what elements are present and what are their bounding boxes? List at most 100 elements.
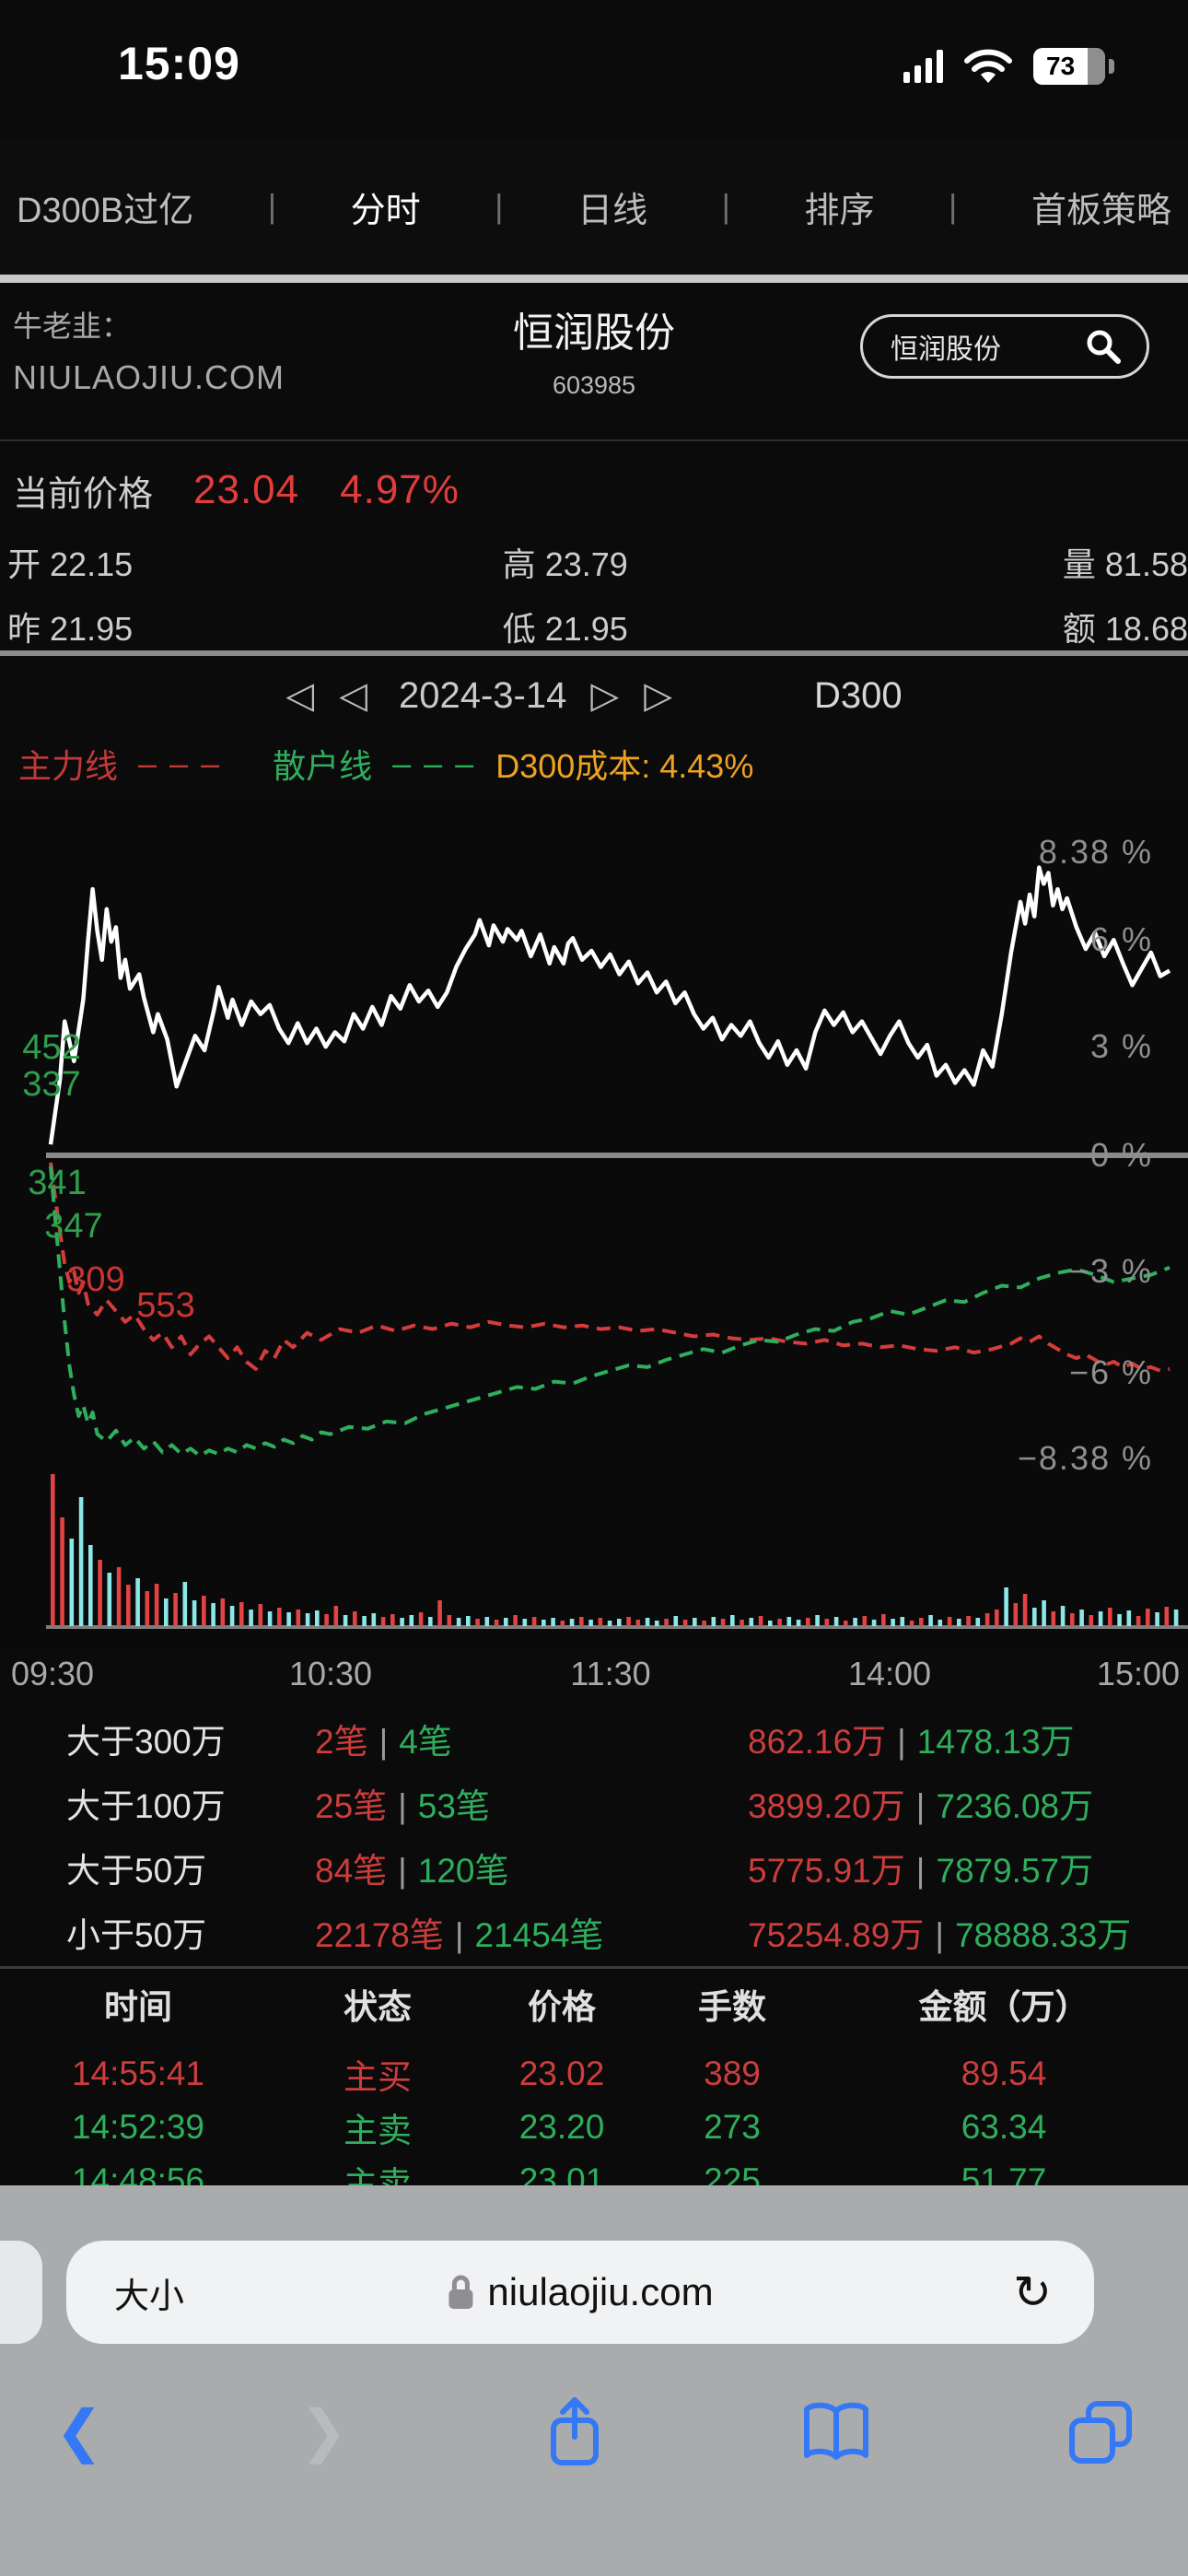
nav-separator: | <box>495 187 504 225</box>
top-nav: D300B过亿 | 分时 | 日线 | 排序 | 首板策略 <box>0 138 1188 275</box>
pipe-separator: | <box>897 1723 906 1761</box>
legend-retail-line: 散户线 <box>273 747 373 785</box>
sell-count: 53笔 <box>417 1787 490 1825</box>
stats-label: 大于300万 <box>66 1723 226 1761</box>
stats-row: 大于300万 2笔 | 4笔 862.16万 | 1478.13万 <box>0 1706 1188 1771</box>
current-price-row: 当前价格 23.04 4.97% <box>0 451 1188 530</box>
clock: 15:09 <box>118 38 240 89</box>
transactions-table: 时间 状态 价格 手数 金额（万） 14:55:41 主买 23.02 389 … <box>0 1973 1188 2207</box>
battery-icon: 73 <box>1033 48 1105 85</box>
high-value: 23.79 <box>544 545 628 583</box>
nav-divider <box>0 275 1188 283</box>
col-time: 时间 <box>104 1988 172 2026</box>
brand-domain: NIULAOJIU.COM <box>13 358 285 396</box>
battery-percent: 73 <box>1046 52 1076 80</box>
battery-nub <box>1109 59 1114 74</box>
site-header: 牛老韭： NIULAOJIU.COM 恒润股份 603985 恒润股份 <box>0 283 1188 441</box>
low-value: 21.95 <box>544 610 628 648</box>
buy-amount: 75254.89万 <box>748 1916 925 1954</box>
search-input[interactable]: 恒润股份 <box>891 334 1001 365</box>
y-axis-label: 3 % <box>1089 1027 1153 1065</box>
adjacent-tab-peek[interactable] <box>0 2241 42 2344</box>
col-price: 价格 <box>528 1988 596 2026</box>
sell-count: 21454笔 <box>474 1916 604 1954</box>
text-size-button[interactable]: 大小 <box>114 2277 185 2316</box>
stats-row: 大于50万 84笔 | 120笔 5775.91万 | 7879.57万 <box>0 1835 1188 1900</box>
chart-annotation: 452 <box>22 1028 81 1067</box>
buy-count: 84笔 <box>315 1852 388 1890</box>
tabs-icon[interactable] <box>1068 2400 1133 2465</box>
x-axis-label: 11:30 <box>570 1655 651 1692</box>
txn-time: 14:52:39 <box>71 2108 205 2146</box>
chart-annotation: 341 <box>28 1164 87 1202</box>
txn-lots: 389 <box>704 2055 761 2092</box>
bookmarks-icon[interactable] <box>801 2402 871 2463</box>
txn-amount: 89.54 <box>961 2055 1047 2092</box>
order-size-stats: 大于300万 2笔 | 4笔 862.16万 | 1478.13万 大于100万 25笔… <box>0 1706 1188 1964</box>
tab-fenshi[interactable]: 分时 <box>350 191 421 230</box>
x-axis-label: 10:30 <box>288 1655 373 1692</box>
txn-status: 主买 <box>344 2058 412 2096</box>
url-text[interactable]: niulaojiu.com <box>487 2270 714 2313</box>
amount-value: 18.68 <box>1104 610 1188 648</box>
sell-amount: 7879.57万 <box>936 1852 1094 1890</box>
price-change: 4.97% <box>340 467 460 512</box>
x-axis-label: 09:30 <box>10 1655 95 1692</box>
txn-price: 23.20 <box>518 2108 605 2146</box>
y-axis-label: 6 % <box>1089 920 1153 958</box>
high-label: 高 <box>502 545 536 583</box>
stats-row: 小于50万 22178笔 | 21454笔 75254.89万 | 78888.33万 <box>0 1900 1188 1964</box>
txn-amount: 63.34 <box>961 2108 1047 2146</box>
buy-amount: 3899.20万 <box>748 1787 905 1825</box>
search-icon[interactable] <box>1084 327 1123 366</box>
table-header: 时间 状态 价格 手数 金额（万） <box>0 1973 1188 2034</box>
pipe-separator: | <box>379 1723 389 1761</box>
date-nav: ◁ ◁ 2024-3-14 ▷ ▷ D300 <box>0 662 1188 730</box>
tab-paixu[interactable]: 排序 <box>804 191 875 230</box>
forward-button[interactable]: ❯ <box>299 2400 348 2464</box>
volume-value: 81.58 <box>1104 545 1188 583</box>
next-day-button[interactable]: ▷ ▷ <box>590 675 681 716</box>
section-divider <box>0 1966 1188 1969</box>
buy-amount: 862.16万 <box>748 1723 887 1761</box>
y-axis-label: −6 % <box>1068 1353 1153 1391</box>
reload-icon[interactable]: ↻ <box>1013 2266 1052 2318</box>
prevclose-label: 昨 <box>7 610 41 648</box>
tab-rixian[interactable]: 日线 <box>577 191 648 230</box>
pipe-separator: | <box>398 1787 407 1825</box>
open-label: 开 <box>7 545 41 583</box>
nav-separator: | <box>949 187 958 225</box>
safari-bottom-bar: 大小 niulaojiu.com ↻ 头条 @牛老韭 <box>0 2185 1188 2576</box>
price-label: 当前价格 <box>13 474 154 514</box>
share-icon[interactable] <box>544 2396 605 2468</box>
back-button[interactable]: ❮ <box>55 2400 103 2464</box>
table-row: 14:52:39 主卖 23.20 273 63.34 <box>0 2101 1188 2154</box>
x-axis-label: 14:00 <box>847 1655 932 1692</box>
sell-count: 4笔 <box>399 1723 452 1761</box>
chart-annotation: 553 <box>136 1286 195 1325</box>
sell-amount: 78888.33万 <box>954 1916 1132 1954</box>
legend-main-line: 主力线 <box>18 747 119 785</box>
amount-label: 额 <box>1062 610 1096 648</box>
tab-d300b[interactable]: D300B过亿 <box>17 191 194 230</box>
nav-separator: | <box>267 187 277 225</box>
buy-count: 22178笔 <box>315 1916 444 1954</box>
section-divider <box>0 650 1188 656</box>
prev-day-button[interactable]: ◁ ◁ <box>285 675 375 716</box>
tab-shouban[interactable]: 首板策略 <box>1031 191 1171 230</box>
stats-label: 大于100万 <box>66 1787 226 1825</box>
y-axis-label: −8.38 % <box>1017 1439 1153 1477</box>
time-axis: 09:30 10:30 11:30 14:00 15:00 <box>0 1649 1188 1703</box>
txn-price: 23.02 <box>518 2055 605 2092</box>
sell-count: 120笔 <box>417 1852 509 1890</box>
stock-code: 603985 <box>552 371 636 399</box>
url-bar[interactable]: 大小 niulaojiu.com ↻ <box>66 2241 1094 2344</box>
board-label[interactable]: D300 <box>814 674 903 716</box>
brand: 牛老韭： NIULAOJIU.COM <box>13 303 285 397</box>
table-row: 14:55:41 主买 23.02 389 89.54 <box>0 2047 1188 2101</box>
cellular-signal-icon <box>903 50 943 83</box>
y-axis-label: 8.38 % <box>1038 833 1153 871</box>
stock-search-box[interactable]: 恒润股份 <box>860 314 1149 379</box>
col-lots: 手数 <box>698 1988 766 2026</box>
